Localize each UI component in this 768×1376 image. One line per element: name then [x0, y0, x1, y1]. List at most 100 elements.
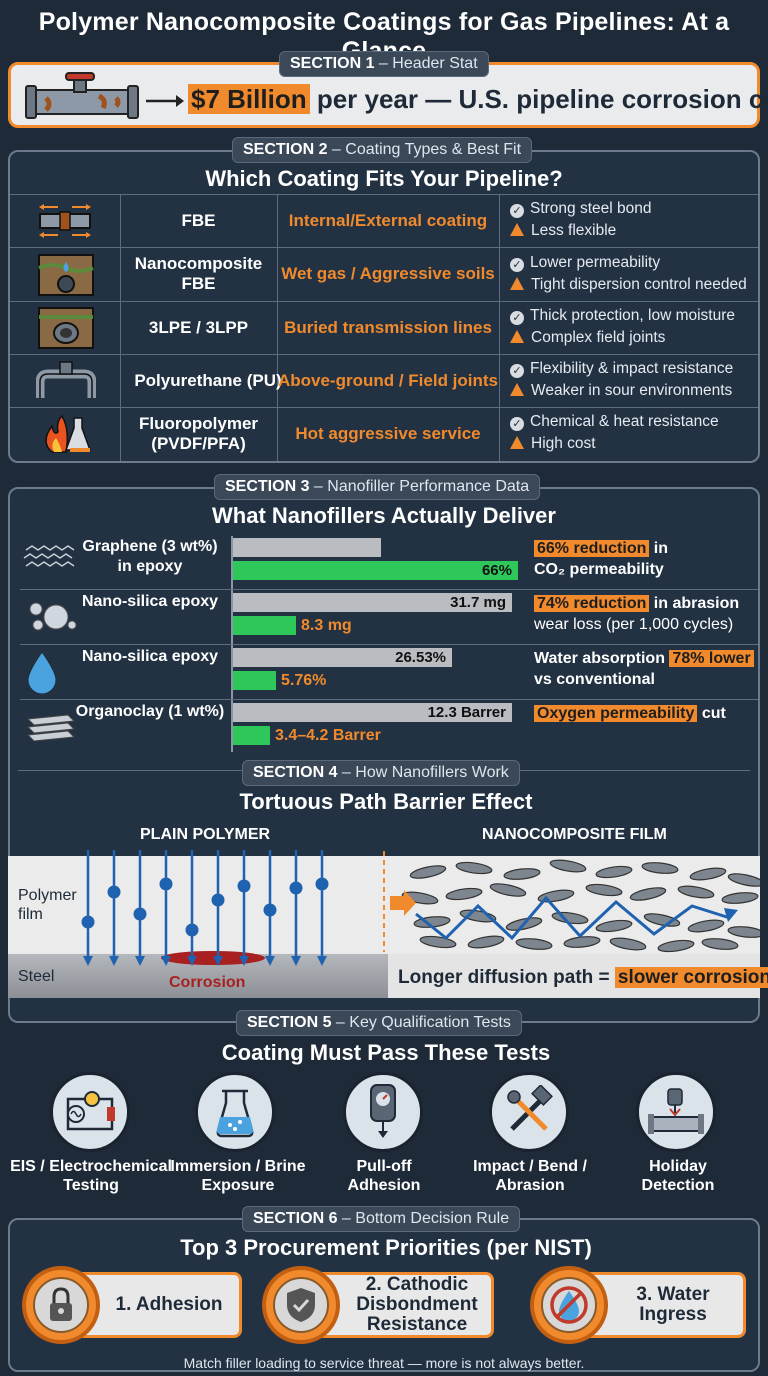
diffusion-arrowhead: [135, 956, 145, 966]
gas-molecule: [185, 923, 199, 937]
coating-con: Less flexible: [531, 222, 617, 239]
no-water-icon: [541, 1277, 597, 1333]
clay-layers-icon: [22, 705, 78, 749]
gas-molecule: [211, 893, 225, 907]
baseline-bar: [233, 648, 452, 667]
adhesion-gauge-icon: [343, 1072, 423, 1152]
nanofiller-bar-chart: Graphene (3 wt%) in epoxy 66% 66% reductio…: [10, 532, 758, 756]
filler-name: Nano-silica epoxy: [81, 593, 219, 610]
check-icon: ✓: [510, 258, 524, 272]
gas-molecule: [159, 877, 173, 891]
filler-note: Oxygen permeability cut: [534, 703, 758, 724]
nano-platelet: [409, 865, 447, 879]
test-label: Holiday Detection: [641, 1158, 715, 1194]
nano-platelet: [585, 883, 623, 897]
nanocomposite-label: 66%: [481, 562, 512, 579]
graphene-icon: [22, 540, 78, 584]
nano-platelet: [595, 919, 633, 933]
medal-badge: [530, 1266, 608, 1344]
coating-name: FBE: [181, 210, 216, 230]
diffusion-arrowhead: [109, 956, 119, 966]
lock-icon: [33, 1277, 89, 1333]
coating-name: Fluoropolymer (PVDF/PFA): [139, 414, 259, 453]
nano-platelet: [687, 919, 725, 933]
filler-name: Organoclay (1 wt%): [75, 703, 225, 720]
section2-subtitle: Which Coating Fits Your Pipeline?: [205, 166, 563, 191]
filler-note: 74% reduction in abrasion wear loss (per …: [534, 595, 740, 633]
diffusion-arrowhead: [239, 956, 249, 966]
section6-subtitle: Top 3 Procurement Priorities (per NIST): [180, 1235, 592, 1260]
filler-note: Water absorption 78% lower vs conventiona…: [534, 648, 758, 690]
section3-subtitle: What Nanofillers Actually Deliver: [212, 503, 556, 528]
nanocomposite-bar: [233, 726, 270, 745]
nanocomposite-label: 8.3 mg: [301, 617, 352, 634]
priority-label: 2. Cathodic Disbondment Resistance: [356, 1274, 478, 1335]
baseline-bar: [233, 538, 381, 557]
test-circuit-icon-wrap: [50, 1072, 130, 1152]
filler-note: 66% reduction in CO₂ permeability: [534, 540, 669, 578]
film-label: Polymer film: [18, 887, 77, 923]
nanocomposite-label: 3.4–4.2 Barrer: [275, 727, 381, 744]
section4-subtitle: Tortuous Path Barrier Effect: [239, 789, 533, 814]
steel-label: Steel: [18, 968, 55, 985]
footer-note: Match filler loading to service threat —…: [183, 1355, 585, 1371]
gas-molecule: [289, 881, 303, 895]
wet-soil-pipe-icon: [38, 254, 94, 301]
coating-pro: Lower permeability: [530, 254, 661, 271]
nanocomposite-film-label: NANOCOMPOSITE FILM: [482, 826, 667, 843]
section3-tag: SECTION 3 – Nanofiller Performance Data: [214, 474, 541, 500]
check-icon: ✓: [510, 364, 524, 378]
section2-tag: SECTION 2 – Coating Types & Best Fit: [232, 137, 533, 163]
nano-platelet: [455, 861, 493, 875]
section6-tag: SECTION 6 – Bottom Decision Rule: [242, 1206, 521, 1232]
coating-fit: Internal/External coating: [288, 210, 488, 230]
coating-con: Weaker in sour environments: [531, 382, 733, 399]
coating-name: 3LPE / 3LPP: [148, 317, 249, 337]
filler-name: Graphene (3 wt%) in epoxy: [82, 538, 218, 575]
coating-pro: Chemical & heat resistance: [530, 413, 719, 430]
nano-platelet: [467, 935, 505, 949]
section4-tag: SECTION 4 – How Nanofillers Work: [242, 760, 520, 786]
stat-text: per year — U.S. pipeline corrosion cost: [316, 84, 768, 114]
nano-platelet: [445, 887, 483, 901]
test-label: Impact / Bend / Abrasion: [473, 1158, 587, 1194]
coating-fit: Hot aggressive service: [295, 424, 481, 443]
nano-platelet: [563, 936, 601, 948]
warning-icon: [510, 223, 524, 236]
diffusion-arrowhead: [161, 956, 171, 966]
diffusion-arrowhead: [83, 956, 93, 966]
coating-fit: Wet gas / Aggressive soils: [281, 264, 495, 283]
nano-platelet: [657, 939, 695, 953]
stat-line: $7 Billion per year — U.S. pipeline corr…: [188, 84, 768, 115]
nanocomposite-bar: [233, 616, 296, 635]
warning-icon: [510, 330, 524, 343]
hammer-wrench-icon: [489, 1072, 569, 1152]
priority-label: 1. Adhesion: [115, 1294, 223, 1315]
gas-molecule: [133, 907, 147, 921]
nanocomposite-bar: [233, 561, 518, 580]
coating-con: Tight dispersion control needed: [531, 276, 747, 293]
beaker-icon: [195, 1072, 275, 1152]
diffusion-arrowhead: [187, 956, 197, 966]
holiday-detector-icon: [636, 1072, 716, 1152]
nano-platelet: [419, 935, 457, 949]
nano-platelet: [677, 885, 715, 899]
diffusion-arrowhead: [291, 956, 301, 966]
coating-name: Polyurethane (PU): [134, 370, 282, 390]
coating-pro: Thick protection, low moisture: [530, 307, 736, 324]
medal-badge: [262, 1266, 340, 1344]
priority-label: 3. Water Ingress: [636, 1284, 710, 1325]
section1-tag: SECTION 1 – Header Stat: [279, 51, 489, 77]
corrosion-label: Corrosion: [169, 974, 246, 991]
filler-name: Nano-silica epoxy: [81, 648, 219, 665]
circuit-icon: [50, 1072, 130, 1152]
diffusion-arrowhead: [213, 956, 223, 966]
nano-platelet: [515, 938, 553, 950]
section5-subtitle: Coating Must Pass These Tests: [221, 1040, 551, 1065]
coating-con: Complex field joints: [531, 329, 666, 346]
test-label: Pull-off Adhesion: [347, 1158, 421, 1194]
nanocomposite-label: 5.76%: [281, 672, 327, 689]
nano-platelet: [629, 887, 667, 901]
nano-platelet: [721, 892, 759, 904]
nano-platelet: [549, 859, 587, 873]
